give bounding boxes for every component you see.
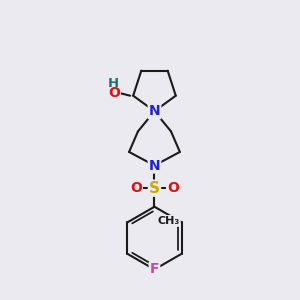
Text: O: O <box>167 181 179 195</box>
Text: S: S <box>149 181 160 196</box>
Text: H: H <box>108 77 119 90</box>
Text: F: F <box>150 262 159 276</box>
Text: N: N <box>149 104 160 118</box>
Text: O: O <box>108 86 120 100</box>
Text: O: O <box>130 181 142 195</box>
Text: N: N <box>149 158 160 172</box>
Text: CH₃: CH₃ <box>158 216 180 226</box>
